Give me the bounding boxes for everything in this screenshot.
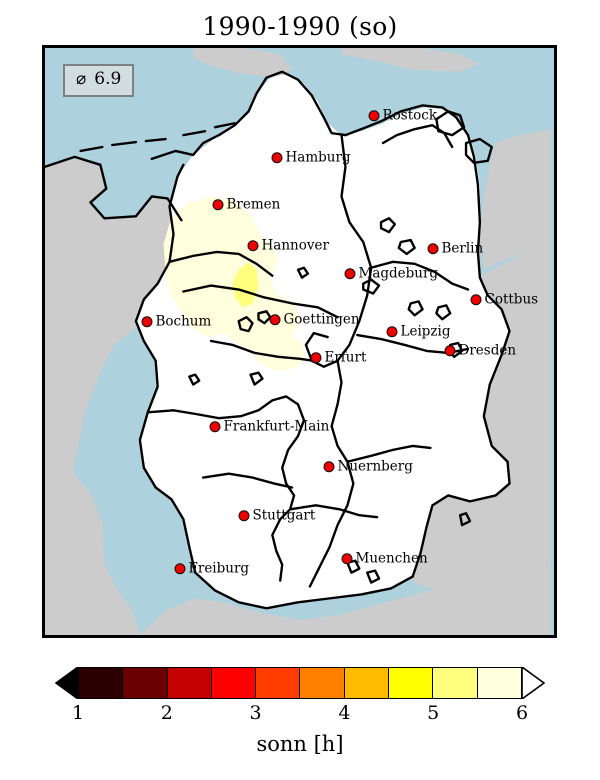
colorbar-tick: 1 [71, 702, 85, 724]
sweden-region [341, 48, 480, 72]
colorbar-tick: 5 [427, 702, 440, 724]
city-dot-icon [271, 152, 283, 164]
city-label: Bochum [155, 313, 212, 330]
page-title: 1990-1990 (so) [202, 12, 398, 41]
colorbar-cell [300, 668, 345, 698]
switzerland-austria-region [139, 552, 552, 635]
neighbour-countries [45, 48, 552, 635]
city-marker[interactable]: Erfurt [310, 349, 367, 366]
france-region [45, 471, 140, 635]
colorbar-cells [78, 667, 522, 699]
city-dot-icon [386, 326, 398, 338]
colorbar-cell [79, 668, 124, 698]
city-marker[interactable]: Nuernberg [323, 458, 413, 475]
city-marker[interactable]: Magdeburg [344, 265, 439, 282]
coastline-outlines [45, 70, 511, 610]
colorbar-tick: 2 [160, 702, 173, 724]
city-marker[interactable]: Rostock [368, 107, 438, 124]
city-dot-icon [427, 243, 439, 255]
map-panel[interactable]: ⌀ 6.9 Rostock Hamburg Bremen Hannover Berlin M… [42, 45, 557, 638]
city-dot-icon [247, 240, 259, 252]
germany-map-svg [45, 48, 554, 635]
average-badge: ⌀ 6.9 [63, 64, 135, 97]
colorbar-under-arrow-icon [55, 667, 78, 699]
colorbar-tick: 4 [338, 702, 351, 724]
city-marker[interactable]: Cottbus [470, 291, 539, 308]
city-label: Hamburg [285, 149, 351, 166]
colorbar[interactable] [55, 667, 545, 699]
city-label: Erfurt [324, 349, 367, 366]
average-symbol: ⌀ [76, 69, 87, 89]
city-dot-icon [344, 268, 356, 280]
city-dot-icon [238, 510, 250, 522]
city-marker[interactable]: Hannover [247, 237, 329, 254]
city-marker[interactable]: Frankfurt-Main [209, 418, 330, 435]
city-dot-icon [470, 294, 482, 306]
city-marker[interactable]: Hamburg [271, 149, 351, 166]
city-dot-icon [444, 345, 456, 357]
czechia-region [483, 392, 552, 464]
city-label: Stuttgart [252, 507, 316, 524]
colorbar-axis-label: sonn [h] [256, 732, 344, 756]
city-marker[interactable]: Bremen [212, 196, 281, 213]
colorbar-cell [256, 668, 301, 698]
poland-north-region [479, 129, 552, 270]
colorbar-cell [167, 668, 212, 698]
city-marker[interactable]: Goettingen [269, 311, 360, 328]
city-marker[interactable]: Leipzig [386, 323, 451, 340]
city-marker[interactable]: Bochum [141, 313, 212, 330]
colorbar-tick-labels: 1 2 3 4 5 6 [72, 702, 528, 728]
city-label: Rostock [382, 107, 438, 124]
city-dot-icon [212, 199, 224, 211]
city-dot-icon [269, 314, 281, 326]
city-label: Nuernberg [337, 458, 413, 475]
city-dot-icon [310, 352, 322, 364]
netherlands-belgium-region [45, 158, 194, 635]
city-label: Goettingen [283, 311, 360, 328]
city-dot-icon [141, 316, 153, 328]
field-region-55-60-c [248, 331, 306, 371]
city-label: Frankfurt-Main [223, 418, 330, 435]
city-label: Dresden [458, 342, 517, 359]
colorbar-cell [123, 668, 168, 698]
city-marker[interactable]: Freiburg [174, 560, 250, 577]
colorbar-cell [389, 668, 434, 698]
city-label: Cottbus [484, 291, 539, 308]
city-marker[interactable]: Stuttgart [238, 507, 316, 524]
city-label: Berlin [441, 240, 484, 257]
city-marker[interactable]: Dresden [444, 342, 517, 359]
colorbar-cell [344, 668, 390, 698]
city-label: Leipzig [400, 323, 451, 340]
colorbar-cell [211, 668, 257, 698]
city-label: Freiburg [188, 560, 250, 577]
average-value: 6.9 [94, 69, 122, 89]
field-region-50-55 [232, 261, 259, 308]
austria-region [410, 443, 552, 591]
city-dot-icon [174, 563, 186, 575]
colorbar-tick: 6 [515, 702, 529, 724]
city-dot-icon [209, 421, 221, 433]
city-label: Magdeburg [358, 265, 439, 282]
city-dot-icon [323, 461, 335, 473]
denmark-region [193, 48, 293, 78]
colorbar-tick: 3 [249, 702, 262, 724]
city-marker[interactable]: Muenchen [341, 550, 428, 567]
colorbar-panel: 1 2 3 4 5 6 sonn [h] [0, 662, 600, 780]
colorbar-cell [433, 668, 478, 698]
city-label: Bremen [226, 196, 281, 213]
colorbar-over-arrow-icon [522, 667, 545, 699]
city-label: Muenchen [355, 550, 428, 567]
city-dot-icon [341, 553, 353, 565]
colorbar-cell [477, 668, 521, 698]
city-label: Hannover [261, 237, 329, 254]
city-marker[interactable]: Berlin [427, 240, 484, 257]
city-dot-icon [368, 110, 380, 122]
